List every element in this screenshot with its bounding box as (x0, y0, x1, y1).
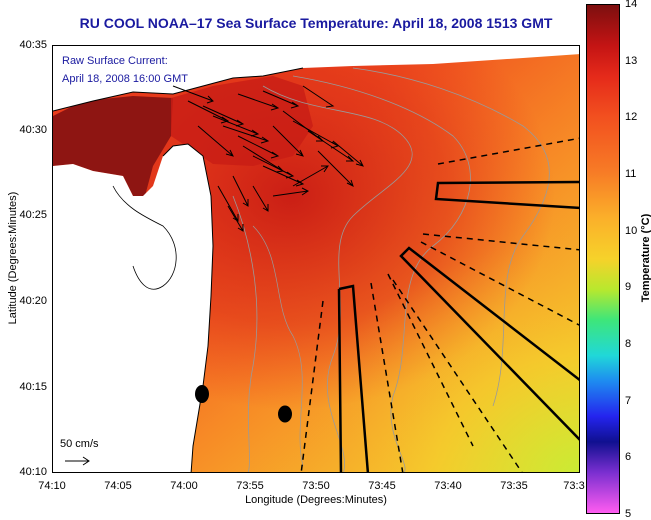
x-tick-label: 73:35 (500, 480, 528, 492)
colorbar-tick-label: 5 (625, 508, 632, 520)
sst-map (52, 45, 580, 473)
x-tick-label: 74:10 (38, 480, 66, 492)
sst-map-graphic (53, 46, 579, 472)
colorbar-tick-label: 12 (625, 111, 638, 124)
scale-label: 50 cm/s (60, 438, 99, 450)
y-tick-label: 40:20 (19, 295, 47, 307)
colorbar-tick-label: 9 (625, 281, 632, 294)
x-tick-label: 74:00 (170, 480, 198, 492)
marker-dot (195, 385, 209, 403)
depth-contour (252, 225, 304, 467)
colorbar-tick-label: 6 (625, 451, 632, 464)
marker-dot (278, 405, 292, 423)
x-tick-label: 73:55 (236, 480, 264, 492)
land-north (53, 46, 579, 111)
depth-contour (232, 195, 258, 472)
inland-river-outline (112, 185, 177, 290)
legend-line: April 18, 2008 16:00 GMT (62, 73, 188, 85)
x-axis-title: Longitude (Degrees:Minutes) (245, 494, 387, 506)
colorbar-tick-label: 13 (625, 54, 638, 67)
colorbar-tick-label: 10 (625, 224, 638, 237)
colorbar-title: Temperature (°C) (640, 213, 651, 303)
y-tick-label: 40:10 (19, 466, 47, 478)
colorbar-tick-label: 11 (625, 168, 637, 180)
y-axis-title: Latitude (Degrees:Minutes) (7, 191, 19, 325)
transect-box (399, 246, 579, 441)
coastline (53, 67, 304, 472)
y-tick-label: 40:35 (19, 39, 47, 51)
depth-contour (292, 75, 471, 472)
y-tick-label: 40:25 (19, 209, 47, 221)
x-tick-label: 73:3 (563, 480, 585, 492)
current-legend: Raw Surface Current: April 18, 2008 16:0… (62, 52, 188, 88)
surface-current-vectors (172, 85, 364, 232)
y-tick-label: 40:15 (19, 381, 47, 393)
depth-contour (352, 67, 550, 407)
y-tick-label: 40:30 (19, 124, 47, 136)
transect-box (434, 180, 579, 210)
map-title: RU COOL NOAA–17 Sea Surface Temperature:… (79, 15, 553, 31)
transect-box (337, 284, 370, 472)
x-tick-label: 73:50 (302, 480, 330, 492)
colorbar-tick-label: 7 (625, 394, 632, 407)
x-tick-label: 74:05 (104, 480, 132, 492)
dashed-transects (300, 137, 579, 472)
land-new-jersey (53, 144, 213, 472)
bay-warm-patch (53, 96, 173, 196)
depth-contour (262, 85, 413, 472)
colorbar-tick-label: 8 (625, 338, 632, 350)
colorbar-tick-label: 14 (625, 0, 638, 10)
scale-arrow (65, 456, 90, 466)
x-tick-label: 73:40 (434, 480, 462, 492)
legend-line: Raw Surface Current: (62, 55, 168, 67)
x-tick-label: 73:45 (368, 480, 396, 492)
temperature-colorbar (586, 4, 620, 514)
